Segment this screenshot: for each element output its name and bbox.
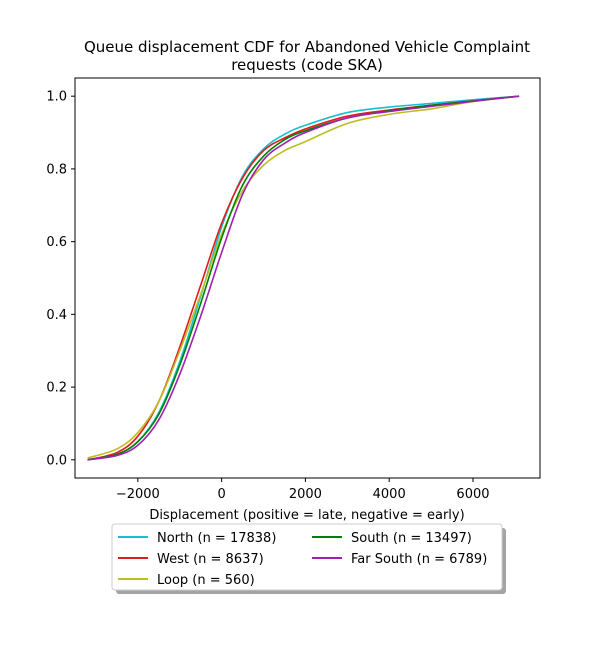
chart-title-line-2: requests (code SKA): [231, 56, 383, 74]
y-tick-label: 0.8: [46, 162, 67, 177]
y-axis-ticks: 0.0 0.2 0.4 0.6 0.8 1.0: [46, 90, 75, 468]
x-tick-label: 4000: [373, 487, 406, 502]
legend-label-1: North (n = 17838): [157, 531, 276, 546]
x-axis-ticks: −2000 0 2000 4000 6000: [116, 478, 490, 502]
y-tick-label: 0.4: [46, 308, 67, 323]
legend-label-4: South (n = 13497): [351, 531, 472, 546]
legend-label-5: Far South (n = 6789): [351, 552, 487, 567]
x-axis-label: Displacement (positive = late, negative …: [149, 508, 464, 523]
y-tick-label: 1.0: [46, 90, 67, 105]
series-line-5: [87, 95, 520, 461]
series-line-4: [87, 95, 520, 461]
x-tick-label: 0: [217, 487, 225, 502]
x-tick-label: −2000: [116, 487, 160, 502]
legend-items: North (n = 17838) West (n = 8637) Loop (n …: [118, 531, 487, 588]
legend: North (n = 17838) West (n = 8637) Loop (n …: [111, 523, 506, 594]
plot-area-frame: [74, 77, 541, 479]
x-tick-label: 6000: [456, 487, 489, 502]
series-layer: [87, 95, 520, 461]
y-tick-label: 0.6: [46, 235, 67, 250]
legend-label-3: Loop (n = 560): [157, 573, 255, 588]
legend-label-2: West (n = 8637): [157, 552, 264, 567]
x-tick-label: 2000: [289, 487, 322, 502]
legend-box: [111, 523, 503, 591]
y-tick-label: 0.0: [46, 453, 67, 468]
chart-title-line-1: Queue displacement CDF for Abandoned Veh…: [84, 38, 530, 56]
series-line-3: [87, 95, 520, 459]
y-tick-label: 0.2: [46, 381, 67, 396]
